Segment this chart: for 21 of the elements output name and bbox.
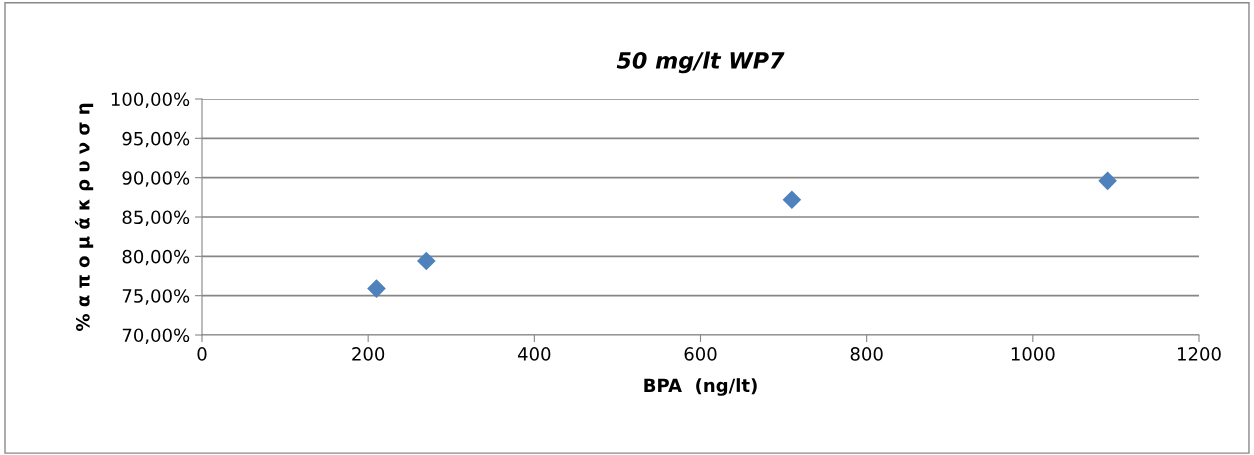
x-tick-label: 1200 xyxy=(1178,347,1221,361)
y-tick-label: 90,00% xyxy=(122,171,190,187)
x-tick-label: 200 xyxy=(352,347,385,361)
y-axis-title: % α π ο μ ά κ ρ υ ν σ η xyxy=(74,103,94,332)
x-tick-label: 400 xyxy=(517,347,551,361)
y-tick-label: 80,00% xyxy=(122,249,190,266)
x-axis-title: BPA (ng/lt) xyxy=(644,378,757,396)
x-tick-label: 0 xyxy=(197,347,207,361)
point xyxy=(367,279,386,298)
point xyxy=(782,190,802,210)
x-tick-label: 600 xyxy=(684,347,717,361)
point xyxy=(1098,171,1117,191)
y-tick-label: 85,00% xyxy=(122,210,190,226)
y-tick-label: 70,00% xyxy=(122,328,190,344)
point xyxy=(417,251,436,271)
y-tick-label: 95,00% xyxy=(122,131,190,148)
chart-title: 50 mg/lt WP7 xyxy=(616,51,785,74)
x-tick-label: 1000 xyxy=(1011,347,1055,361)
y-tick-label: 100,00% xyxy=(111,92,190,108)
x-tick-label: 800 xyxy=(850,347,883,361)
y-tick-label: 75,00% xyxy=(122,289,190,305)
